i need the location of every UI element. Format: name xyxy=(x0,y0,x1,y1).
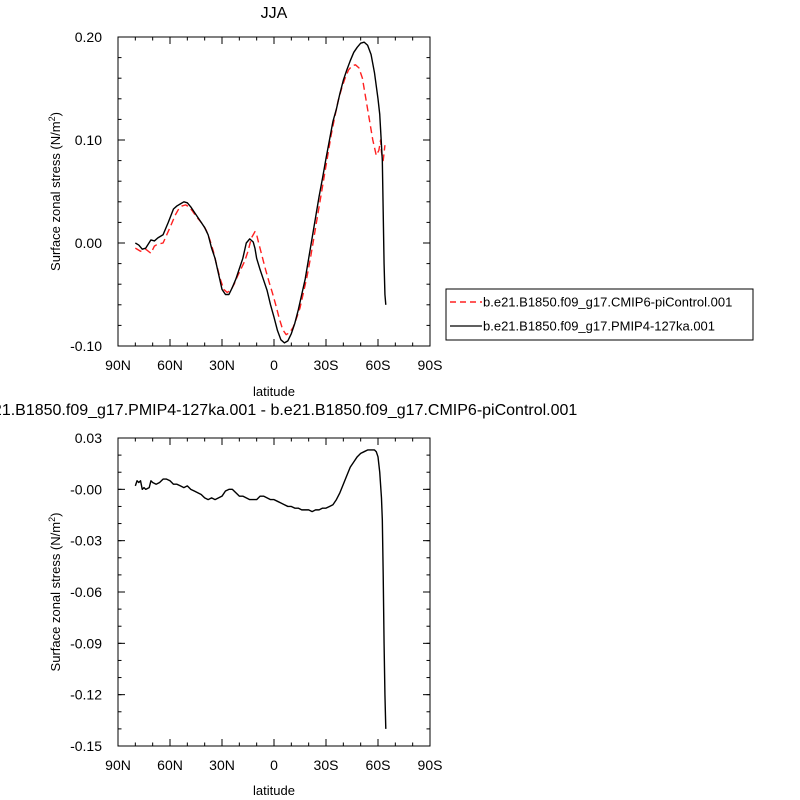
bottom-x-tick-label: 60S xyxy=(366,757,391,773)
bottom-panel: b.e21.B1850.f09_g17.PMIP4-127ka.001 - b.… xyxy=(0,402,577,798)
legend-label-127ka: b.e21.B1850.f09_g17.PMIP4-127ka.001 xyxy=(483,319,715,334)
top-series-line-1 xyxy=(134,41,387,344)
top-panel: JJA 90N 60N 30N 0 30S 60S 90S 0.20 0.10 0.00 -0.10… xyxy=(47,5,754,399)
top-y-tick-label: 0.00 xyxy=(75,235,102,251)
top-x-tick-label: 60S xyxy=(366,357,391,373)
top-series-line-0 xyxy=(134,64,386,336)
top-y-axis-label: Surface zonal stress (N/m2) xyxy=(47,112,63,271)
top-y-tick-label: 0.10 xyxy=(75,132,102,148)
bottom-y-tick-label: -0.09 xyxy=(70,635,102,651)
bottom-y-tick-label: -0.03 xyxy=(70,533,102,549)
legend-label-picontrol: b.e21.B1850.f09_g17.CMIP6-piControl.001 xyxy=(483,295,732,310)
top-y-tick-label: 0.20 xyxy=(75,29,102,45)
bottom-y-tick-label: -0.06 xyxy=(70,584,102,600)
bottom-x-tick-label: 60N xyxy=(157,757,183,773)
top-x-tick-label: 30N xyxy=(209,357,235,373)
top-x-tick-label: 60N xyxy=(157,357,183,373)
top-x-tick-label: 0 xyxy=(270,357,278,373)
top-plot-frame xyxy=(117,36,431,347)
top-axes-ticks: 90N 60N 30N 0 30S 60S 90S 0.20 0.10 0.00 -0.10 xyxy=(70,29,442,373)
bottom-series-group xyxy=(134,449,387,729)
bottom-x-tick-label: 90S xyxy=(418,757,443,773)
top-y-tick-label: -0.10 xyxy=(70,338,102,354)
top-x-axis-label: latitude xyxy=(253,384,295,399)
top-series-group xyxy=(134,41,387,344)
bottom-y-tick-label: -0.00 xyxy=(70,481,102,497)
top-x-tick-label: 30S xyxy=(314,357,339,373)
bottom-x-tick-label: 0 xyxy=(270,757,278,773)
top-chart-title: JJA xyxy=(261,5,288,22)
bottom-y-tick-label: -0.15 xyxy=(70,738,102,754)
legend: b.e21.B1850.f09_g17.CMIP6-piControl.001 … xyxy=(445,288,754,341)
legend-box xyxy=(445,288,754,341)
top-x-tick-label: 90N xyxy=(105,357,131,373)
bottom-x-tick-label: 90N xyxy=(105,757,131,773)
bottom-x-tick-label: 30N xyxy=(209,757,235,773)
bottom-y-tick-label: -0.12 xyxy=(70,687,102,703)
bottom-series-line-0 xyxy=(134,449,387,729)
bottom-y-tick-label: 0.03 xyxy=(75,430,102,446)
bottom-axes-ticks: 90N 60N 30N 0 30S 60S 90S 0.03 -0.00 -0.03 -0.06 -0… xyxy=(70,430,442,773)
bottom-x-tick-label: 30S xyxy=(314,757,339,773)
bottom-chart-title: b.e21.B1850.f09_g17.PMIP4-127ka.001 - b.… xyxy=(0,402,577,419)
bottom-plot-frame xyxy=(117,437,431,747)
bottom-y-axis-label: Surface zonal stress (N/m2) xyxy=(47,513,63,672)
bottom-x-axis-label: latitude xyxy=(253,783,295,798)
top-x-tick-label: 90S xyxy=(418,357,443,373)
